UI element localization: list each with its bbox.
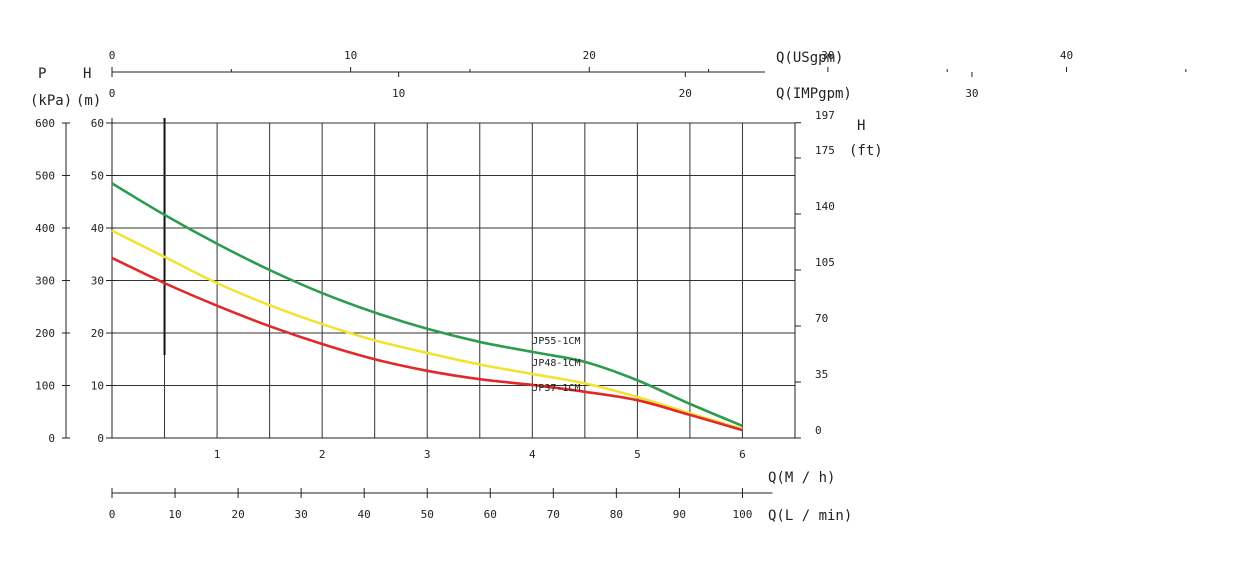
pressure-tick-label: 400 [35,222,55,235]
curve-jp48-1cm [111,229,743,431]
flow-lmin-tick-label: 30 [295,508,308,521]
flow-usgpm-tick-label: 20 [583,49,596,62]
tick-labels: 0102030405060010020030040050060003570105… [35,49,1073,521]
head-m-tick-label: 10 [91,380,104,393]
flow-m3h-tick-label: 5 [634,448,641,461]
flow-lmin-tick-label: 80 [610,508,623,521]
curve-label-jp55-1cm: JP55-1CM [532,336,580,347]
head-m-axis-unit: (m) [76,93,101,109]
head-m-tick-label: 50 [91,170,104,183]
flow-lmin-tick-label: 10 [168,508,181,521]
head-m-tick-label: 30 [91,275,104,288]
flow-lmin-tick-label: 20 [231,508,244,521]
pressure-tick-label: 0 [48,432,55,445]
head-m-tick-label: 20 [91,327,104,340]
flow-lmin-tick-label: 70 [547,508,560,521]
pressure-tick-label: 200 [35,327,55,340]
pressure-tick-label: 100 [35,380,55,393]
head-ft-tick-label: 70 [815,312,828,325]
head-ft-axis-unit: (ft) [849,143,883,159]
flow-lmin-axis-label: Q(L / min) [768,508,852,524]
pressure-tick-label: 600 [35,117,55,130]
flow-m3h-tick-label: 3 [424,448,431,461]
flow-impgpm-tick-label: 10 [392,87,405,100]
flow-m3h-tick-label: 4 [529,448,536,461]
flow-impgpm-tick-label: 0 [109,87,116,100]
head-ft-tick-label: 105 [815,256,835,269]
flow-usgpm-tick-label: 0 [109,49,116,62]
pressure-tick-label: 500 [35,170,55,183]
flow-impgpm-tick-label: 20 [679,87,692,100]
pressure-axis-unit: (kPa) [30,93,72,109]
curve-jp55-1cm [111,182,743,428]
curve-jp37-1cm [111,256,743,432]
flow-impgpm-axis-label: Q(IMPgpm) [776,86,852,102]
flow-usgpm-tick-label: 40 [1060,49,1073,62]
flow-m3h-axis-label: Q(M / h) [768,470,835,486]
head-m-tick-label: 40 [91,222,104,235]
flow-usgpm-tick-label: 10 [344,49,357,62]
grid [112,118,796,438]
flow-lmin-tick-label: 0 [109,508,116,521]
flow-impgpm-tick-label: 30 [965,87,978,100]
pressure-axis-label: P [38,66,46,82]
flow-m3h-tick-label: 2 [319,448,326,461]
head-m-tick-label: 60 [91,117,104,130]
head-ft-tick-label: 197 [815,109,835,122]
curve-label-jp37-1cm: JP37-1CM [532,383,580,394]
flow-m3h-tick-label: 1 [214,448,221,461]
head-ft-tick-label: 175 [815,144,835,157]
head-ft-tick-label: 140 [815,200,835,213]
flow-lmin-tick-label: 100 [733,508,753,521]
flow-usgpm-axis-label: Q(USgpm) [776,50,843,66]
head-m-axis-label: H [83,66,91,82]
flow-lmin-tick-label: 60 [484,508,497,521]
flow-lmin-tick-label: 50 [421,508,434,521]
curve-label-jp48-1cm: JP48-1CM [532,358,580,369]
flow-lmin-tick-label: 90 [673,508,686,521]
head-ft-axis-label: H [857,118,865,134]
head-ft-tick-label: 35 [815,368,828,381]
unit-labels: P (kPa) H (m) H (ft) Q(M / h) Q(L / min)… [30,50,883,524]
head-ft-tick-label: 0 [815,424,822,437]
flow-usgpm-tick-label: 30 [821,49,834,62]
flow-m3h-tick-label: 6 [739,448,746,461]
flow-lmin-tick-label: 40 [358,508,371,521]
axes [62,67,1187,498]
curves: JP55-1CM JP48-1CM JP37-1CM [111,182,743,432]
head-m-tick-label: 0 [97,432,104,445]
pressure-tick-label: 300 [35,275,55,288]
